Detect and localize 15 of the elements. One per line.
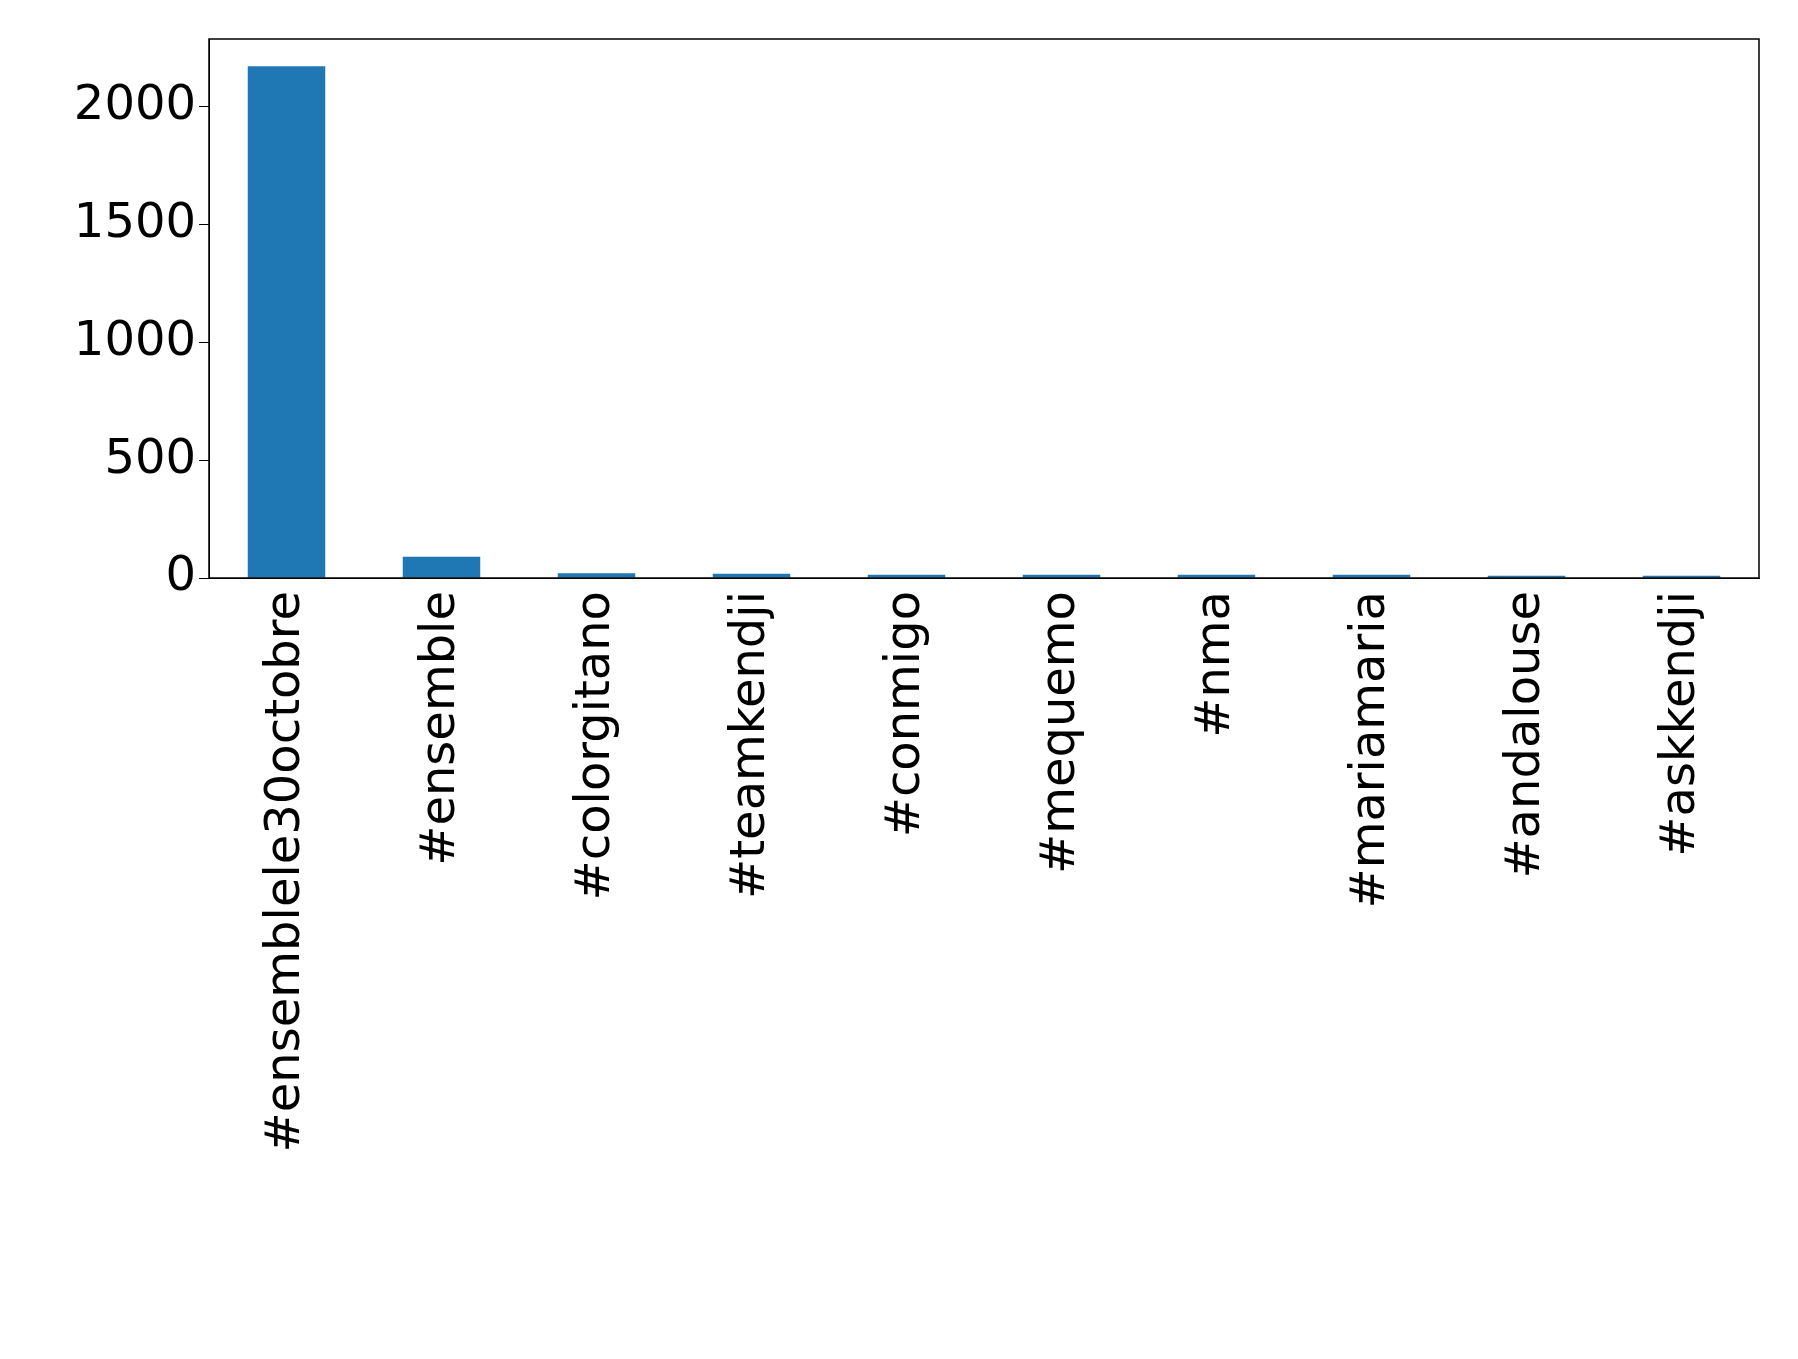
x-tick-label: #ensemblele30octobre: [253, 591, 310, 1153]
x-tick-label: #nma: [1183, 591, 1240, 738]
x-tick-label: #mequemo: [1028, 591, 1085, 875]
x-tick-label: #andalouse: [1493, 591, 1550, 879]
x-tick-label: #colorgitano: [563, 591, 620, 901]
y-tick-label: 1500: [73, 191, 196, 248]
x-tick-label: #mariamaria: [1338, 591, 1395, 909]
y-tick-label: 1000: [73, 309, 196, 366]
x-tick-label: #askkendji: [1648, 591, 1705, 857]
x-tick-label: #teamkendji: [718, 591, 775, 899]
x-tick-label: #conmigo: [873, 591, 930, 838]
y-tick-label: 0: [165, 545, 196, 602]
y-tick-label: 500: [104, 427, 196, 484]
x-tick-label: #ensemble: [408, 591, 465, 866]
y-tick-label: 2000: [73, 73, 196, 130]
